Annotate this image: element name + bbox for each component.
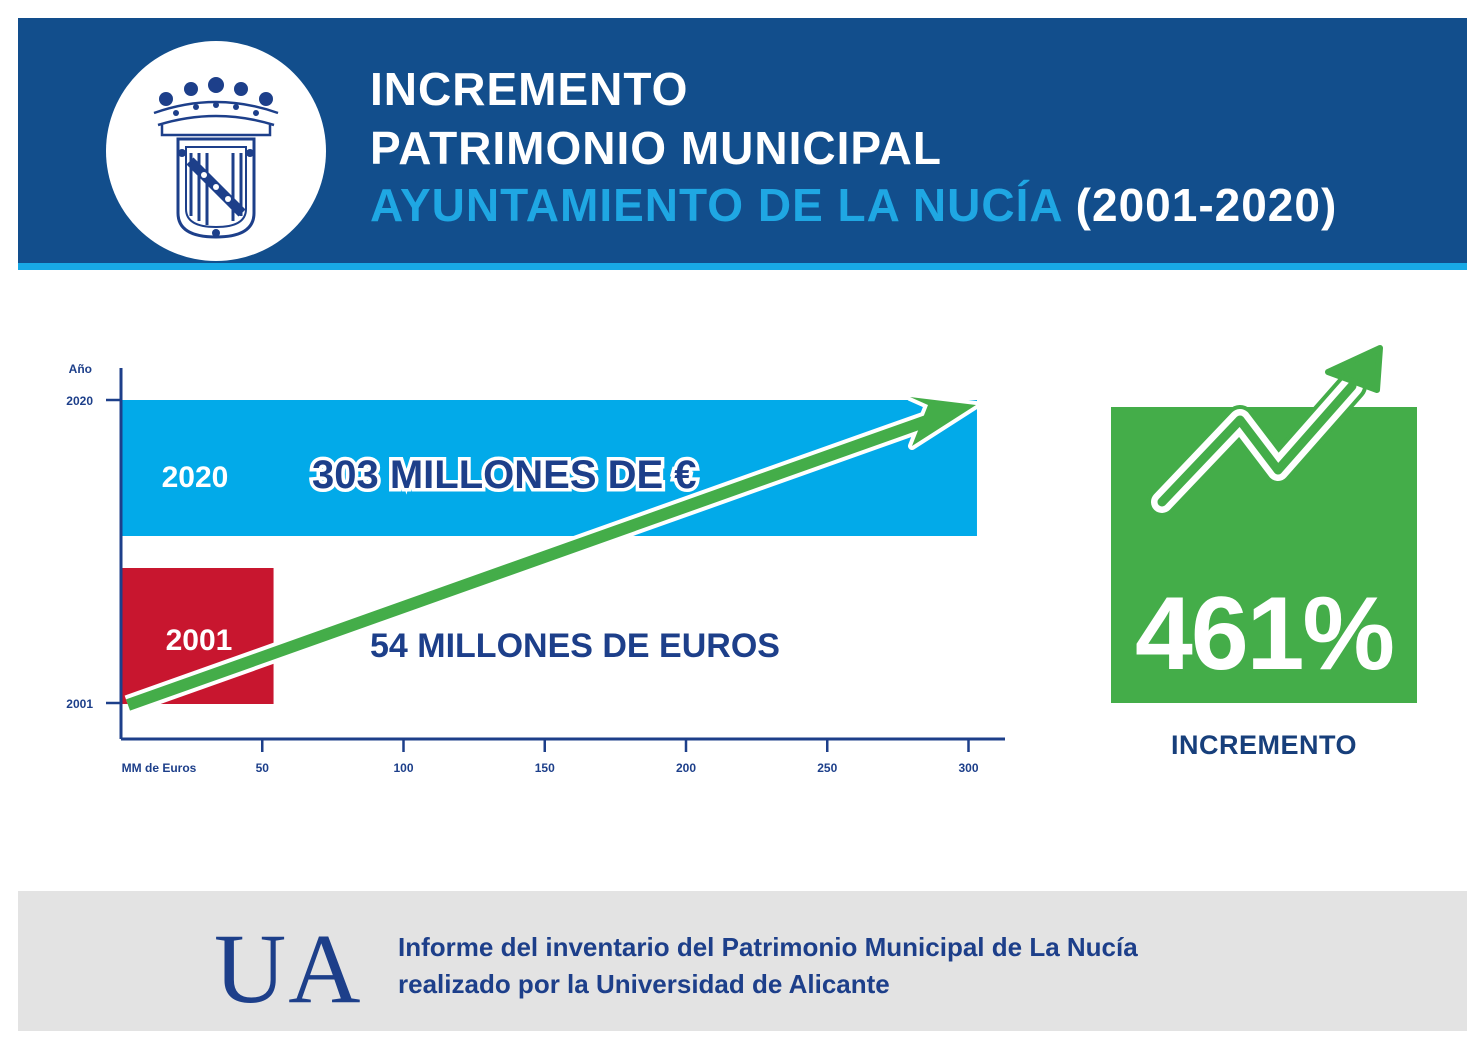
title-line-3: AYUNTAMIENTO DE LA NUCÍA (2001-2020) [370, 178, 1337, 232]
x-tick-label-200: 200 [676, 761, 696, 775]
increment-value: 461% [1135, 576, 1395, 692]
title-years: (2001-2020) [1075, 179, 1338, 231]
x-tick-label-300: 300 [958, 761, 978, 775]
bar-label-2020: 2020 [162, 461, 229, 494]
x-tick-label-250: 250 [817, 761, 837, 775]
footer-line-2: realizado por la Universidad de Alicante [398, 969, 890, 999]
y-tick-label-2001: 2001 [66, 697, 93, 711]
x-tick-label-100: 100 [393, 761, 413, 775]
title-municipality: AYUNTAMIENTO DE LA NUCÍA [370, 179, 1062, 231]
header-banner: INCREMENTO PATRIMONIO MUNICIPAL AYUNTAMI… [18, 18, 1467, 270]
bar-label-2001: 2001 [166, 624, 233, 657]
value-label-2001: 54 MILLONES DE EUROS [370, 627, 780, 665]
x-tick-label-150: 150 [535, 761, 555, 775]
increment-box: 461% [1111, 407, 1417, 703]
increment-label: INCREMENTO [1170, 730, 1357, 760]
trend-arrow [124, 393, 980, 715]
value-label-2020: 303 MILLONES DE € [312, 453, 697, 497]
x-axis-label: MM de Euros [122, 761, 197, 775]
y-tick-label-2020: 2020 [66, 394, 93, 408]
ua-logo: UA [214, 913, 363, 1024]
footer-text: Informe del inventario del Patrimonio Mu… [398, 929, 1138, 1003]
title-line-1: INCREMENTO [370, 63, 689, 115]
y-axis-label: Año [69, 362, 92, 376]
logo-circle [106, 41, 326, 261]
title-line-2: PATRIMONIO MUNICIPAL [370, 122, 942, 174]
coat-of-arms-icon [153, 77, 279, 239]
footer-line-1: Informe del inventario del Patrimonio Mu… [398, 932, 1138, 962]
x-tick-label-50: 50 [256, 761, 270, 775]
footer: UA Informe del inventario del Patrimonio… [18, 891, 1467, 1031]
bar-2020 [121, 400, 977, 536]
